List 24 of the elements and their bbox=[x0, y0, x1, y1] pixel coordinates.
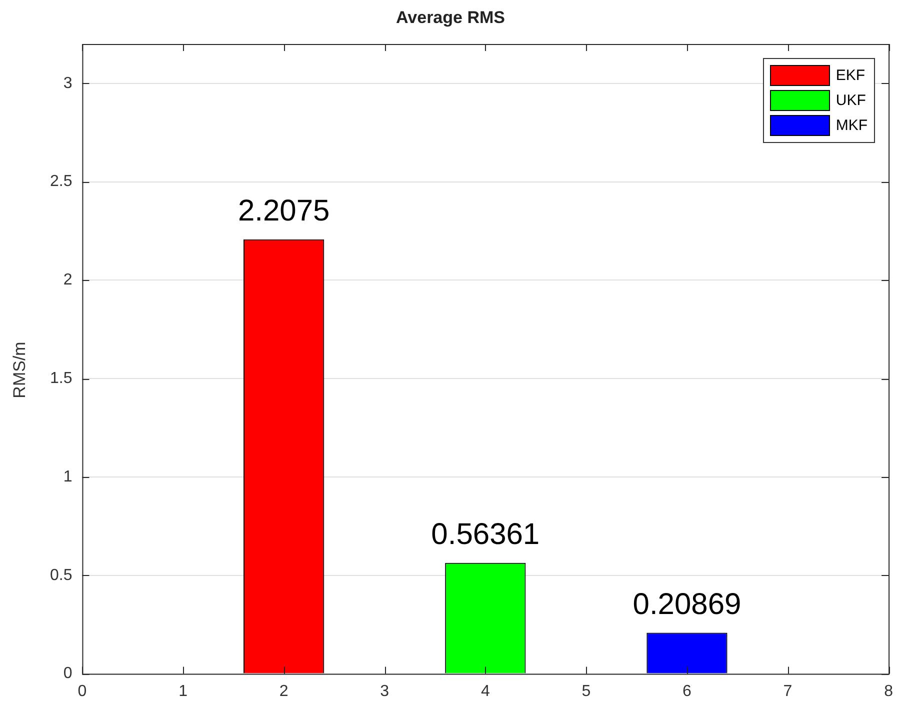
legend-label: EKF bbox=[836, 67, 866, 84]
x-tick-label: 4 bbox=[480, 682, 490, 700]
data-label: 0.20869 bbox=[632, 588, 742, 621]
legend-label: UKF bbox=[836, 92, 866, 109]
y-tick-label: 2.5 bbox=[50, 173, 72, 190]
x-tick-label: 7 bbox=[783, 682, 792, 700]
y-tick-label: 1.5 bbox=[50, 370, 72, 387]
x-tick-label: 0 bbox=[78, 682, 87, 700]
y-tick-label: 0 bbox=[63, 665, 72, 682]
x-tick-label: 8 bbox=[884, 682, 894, 700]
x-tick-label: 2 bbox=[279, 682, 288, 700]
x-tick-label: 5 bbox=[582, 682, 591, 700]
chart-title: Average RMS bbox=[395, 8, 506, 28]
y-axis-title: RMS/m bbox=[10, 342, 30, 398]
x-tick-label: 3 bbox=[380, 682, 390, 700]
data-label: 0.56361 bbox=[431, 518, 540, 552]
x-tick-label: 1 bbox=[178, 682, 188, 700]
data-label: 2.2075 bbox=[238, 194, 330, 228]
y-tick-label: 0.5 bbox=[50, 566, 72, 584]
y-tick-label: 3 bbox=[63, 74, 72, 92]
legend-label: MKF bbox=[836, 117, 868, 134]
x-tick-label: 6 bbox=[682, 682, 692, 700]
y-tick-label: 2 bbox=[63, 272, 72, 289]
y-tick-label: 1 bbox=[63, 468, 72, 486]
